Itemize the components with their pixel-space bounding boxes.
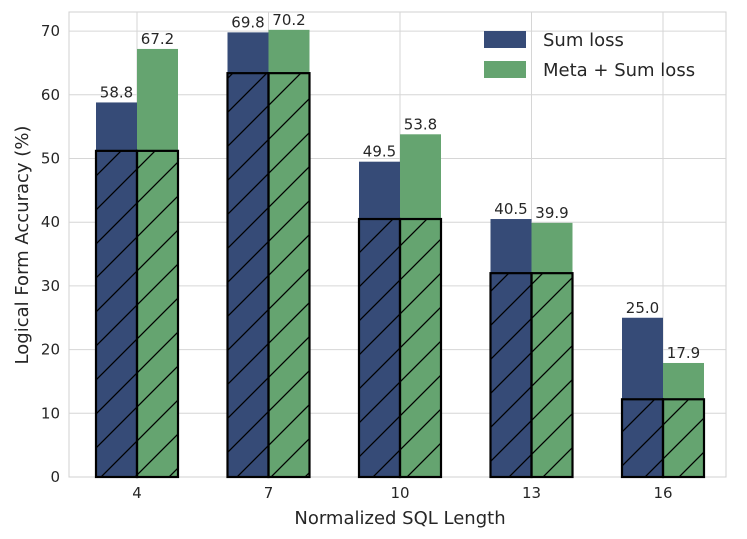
hatched-overlay (94, 72, 706, 479)
bar-value-label: 67.2 (141, 30, 174, 48)
hatched-sub-bar (530, 272, 574, 479)
y-axis-ticks: 0 10 20 30 40 50 60 70 (41, 22, 60, 486)
y-axis-label: Logical Form Accuracy (%) (12, 126, 33, 365)
bar-labels: 58.8 67.2 69.8 70.2 49.5 53.8 40.5 39.9 25.0 17.9 (100, 11, 700, 362)
y-tick-label: 50 (41, 150, 60, 168)
bar-value-label: 53.8 (404, 115, 437, 133)
hatched-sub-bar (620, 398, 665, 479)
y-tick-label: 40 (41, 213, 60, 231)
legend-label-sum-loss: Sum loss (543, 30, 624, 51)
hatched-sub-bar (226, 72, 270, 479)
y-tick-label: 0 (50, 468, 60, 486)
x-axis-label: Normalized SQL Length (294, 508, 505, 529)
hatched-sub-bar (357, 217, 402, 479)
hatched-sub-bar (661, 398, 706, 479)
legend: Sum loss Meta + Sum loss (484, 30, 695, 81)
bar-value-label: 17.9 (667, 344, 700, 362)
y-tick-label: 20 (41, 341, 60, 359)
bar-value-label: 40.5 (494, 200, 527, 218)
bar-value-label: 58.8 (100, 83, 133, 101)
bar-value-label: 39.9 (535, 204, 568, 222)
hatched-sub-bar (398, 217, 443, 479)
legend-label-meta-sum-loss: Meta + Sum loss (543, 60, 695, 81)
bar-value-label: 69.8 (231, 13, 264, 31)
bar-value-label: 49.5 (363, 143, 396, 161)
hatched-sub-bar (489, 272, 533, 479)
x-tick-label: 13 (522, 484, 541, 502)
bar-value-label: 25.0 (626, 299, 659, 317)
y-tick-label: 10 (41, 404, 60, 422)
x-tick-label: 16 (653, 484, 672, 502)
hatched-sub-bar (94, 149, 139, 479)
hatched-sub-bar (135, 149, 180, 479)
y-tick-label: 60 (41, 86, 60, 104)
x-tick-label: 4 (132, 484, 142, 502)
x-tick-label: 7 (264, 484, 274, 502)
y-tick-label: 70 (41, 22, 60, 40)
x-tick-label: 10 (390, 484, 409, 502)
legend-swatch-sum-loss (484, 31, 526, 48)
bar-value-label: 70.2 (272, 11, 305, 29)
y-tick-label: 30 (41, 277, 60, 295)
legend-swatch-meta-sum-loss (484, 61, 526, 78)
hatched-sub-bar (267, 72, 311, 479)
x-axis-ticks: 4 7 10 13 16 (132, 484, 672, 502)
